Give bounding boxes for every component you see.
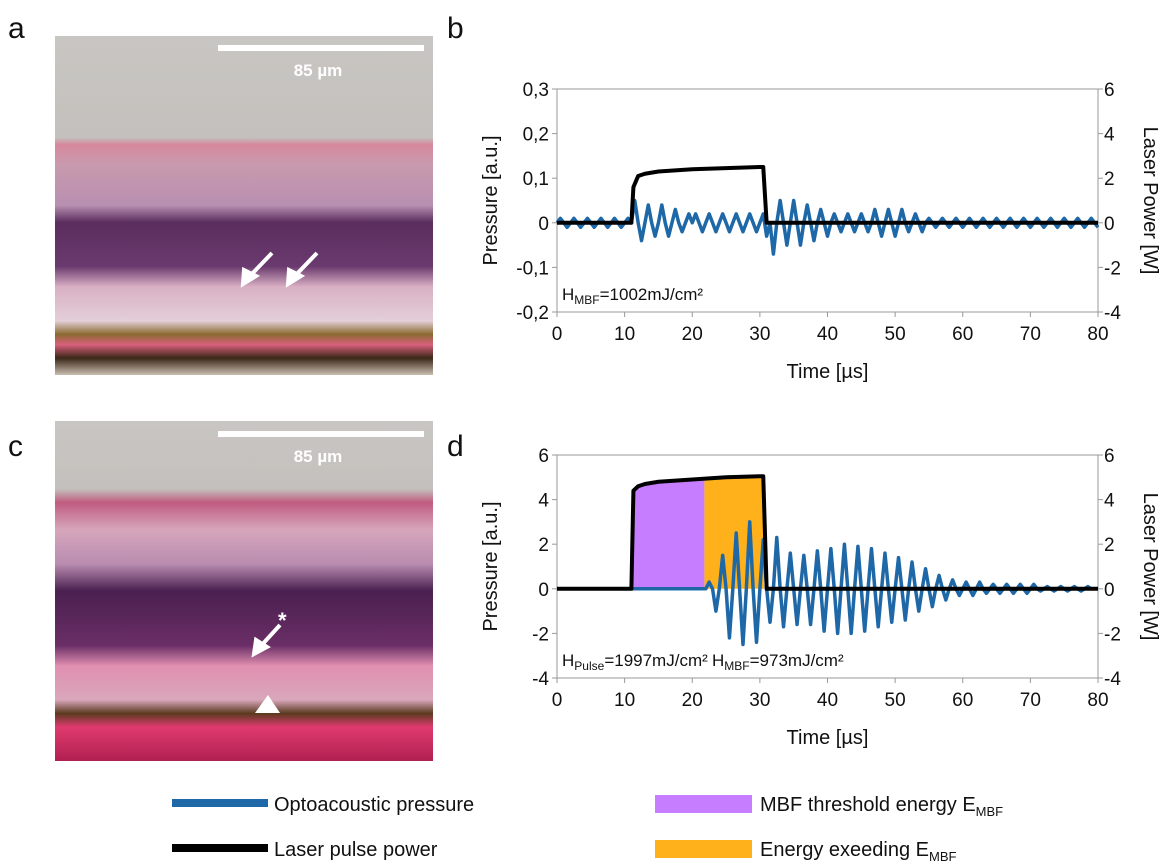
x-tick-label: 30	[749, 690, 770, 711]
x-tick-label: 60	[952, 324, 973, 345]
y2-tick-label: 0	[1104, 580, 1115, 601]
panel-label: c	[8, 430, 23, 463]
annotation-sub: MBF	[574, 293, 599, 307]
x-tick-label: 0	[552, 324, 563, 345]
x-tick-label: 80	[1087, 324, 1108, 345]
y-axis-label: Pressure [a.u.]	[480, 501, 502, 631]
x-tick-label: 20	[682, 324, 703, 345]
y2-axis-label: Laser Power [W]	[1139, 493, 1161, 641]
y2-tick-label: 6	[1104, 446, 1115, 467]
y2-tick-label: 0	[1104, 214, 1115, 235]
svg-text:*: *	[278, 608, 287, 633]
y-tick-label: 0,2	[523, 125, 549, 146]
y-tick-label: -0,2	[516, 303, 549, 324]
annotation: HMBF=973mJ/cm²	[712, 651, 844, 673]
area	[632, 479, 705, 589]
y2-tick-label: 2	[1104, 169, 1115, 190]
annotation-rest: =1002mJ/cm²	[600, 285, 704, 304]
x-tick-label: 40	[817, 324, 838, 345]
y-tick-label: 0	[538, 580, 549, 601]
annotation-sub: MBF	[724, 659, 749, 673]
y2-tick-label: -4	[1104, 669, 1121, 690]
legend-sub: MBF	[976, 804, 1004, 819]
legend-text: Energy exeeding E	[760, 839, 929, 861]
x-tick-label: 70	[1020, 690, 1041, 711]
x-tick-label: 60	[952, 690, 973, 711]
y2-tick-label: -4	[1104, 303, 1121, 324]
x-tick-label: 0	[552, 690, 563, 711]
x-axis-label: Time [µs]	[787, 361, 869, 383]
annotation-text: H	[562, 285, 574, 304]
legend-sub: MBF	[929, 849, 957, 864]
x-tick-label: 30	[749, 324, 770, 345]
annotation: HPulse=1997mJ/cm²	[562, 651, 708, 673]
arrows	[240, 251, 319, 288]
arrows: *	[251, 608, 287, 713]
y-tick-label: 2	[538, 535, 549, 556]
legend-text: MBF threshold energy E	[760, 794, 976, 816]
legend-label: Energy exeeding EMBF	[760, 839, 957, 864]
y-tick-label: 0,1	[523, 169, 549, 190]
legend-label: Optoacoustic pressure	[274, 794, 474, 816]
annotation-rest: =973mJ/cm²	[750, 651, 844, 670]
chart: 0 10 20 30 40 50 60 70 80 -0,2 -0,1 0 0,1 0,2 0,3 -4 -2 0…	[480, 80, 1161, 383]
x-tick-label: 10	[614, 690, 635, 711]
line-series	[557, 165, 1098, 225]
x-tick-label: 70	[1020, 324, 1041, 345]
line-series	[555, 198, 1100, 256]
histology-image	[55, 421, 433, 761]
y2-tick-label: -2	[1104, 624, 1121, 645]
y2-tick-label: 4	[1104, 125, 1115, 146]
y-axis-label: Pressure [a.u.]	[480, 135, 502, 265]
y2-tick-label: 4	[1104, 491, 1115, 512]
y2-tick-label: 2	[1104, 535, 1115, 556]
x-axis-label: Time [µs]	[787, 727, 869, 749]
x-tick-label: 80	[1087, 690, 1108, 711]
histology-image	[55, 36, 433, 375]
y-tick-label: -4	[532, 669, 549, 690]
line-series	[557, 474, 1098, 591]
x-tick-label: 10	[614, 324, 635, 345]
panel-label: d	[447, 430, 464, 463]
x-tick-label: 20	[682, 690, 703, 711]
y-tick-label: 0,3	[523, 80, 549, 101]
x-tick-label: 50	[885, 690, 906, 711]
scale-label: 85 µm	[294, 447, 343, 466]
annotation-rest: =1997mJ/cm²	[604, 651, 708, 670]
y-tick-label: 6	[538, 446, 549, 467]
y2-tick-label: 6	[1104, 80, 1115, 101]
annotation-text: H	[562, 651, 574, 670]
y-tick-label: 4	[538, 491, 549, 512]
scale-label: 85 µm	[294, 61, 343, 80]
plot-frame	[556, 88, 1099, 313]
legend-swatch	[655, 840, 752, 858]
annotation-sub: Pulse	[574, 659, 604, 673]
legend: Optoacoustic pressure Laser pulse power …	[172, 794, 1003, 864]
panel-label: b	[447, 12, 464, 45]
legend-label: Laser pulse power	[274, 839, 438, 861]
y2-axis-label: Laser Power [W]	[1139, 127, 1161, 275]
legend-swatch	[655, 795, 752, 813]
legend-label: MBF threshold energy EMBF	[760, 794, 1003, 819]
y2-tick-label: -2	[1104, 258, 1121, 279]
annotation: HMBF=1002mJ/cm²	[562, 285, 703, 307]
y-tick-label: 0	[538, 214, 549, 235]
panel-label: a	[8, 12, 25, 45]
annotation-text: H	[712, 651, 724, 670]
x-tick-label: 40	[817, 690, 838, 711]
y-tick-label: -2	[532, 624, 549, 645]
y-tick-label: -0,1	[516, 258, 549, 279]
x-tick-label: 50	[885, 324, 906, 345]
